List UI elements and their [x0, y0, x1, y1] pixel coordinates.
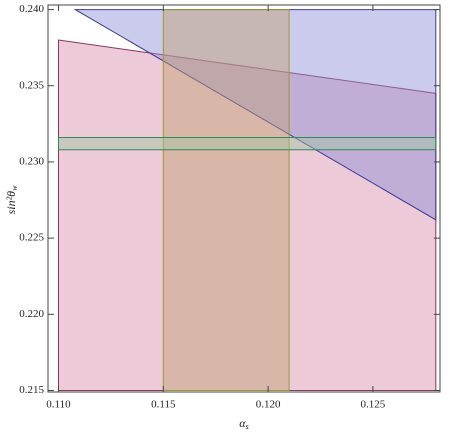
y-label-main: sin²θ: [4, 191, 18, 215]
y-axis-label: sin²θw: [4, 185, 19, 215]
y-tick-label: 0.240: [19, 3, 44, 15]
plot-frame: [47, 4, 441, 393]
y-tick-label: 0.215: [19, 384, 44, 396]
y-tick-label: 0.225: [19, 232, 44, 244]
y-tick-label: 0.235: [19, 79, 44, 91]
region: [162, 9, 290, 391]
y-tick-label: 0.230: [19, 155, 44, 167]
x-tick-label: 0.115: [151, 399, 176, 411]
region: [57, 137, 437, 151]
x-tick-label: 0.125: [361, 399, 386, 411]
x-label-main: α: [239, 416, 246, 430]
y-label-sub: w: [10, 185, 19, 191]
x-label-sub: s: [246, 422, 249, 431]
y-tick-label: 0.220: [19, 308, 44, 320]
x-tick-label: 0.120: [256, 399, 281, 411]
x-tick-label: 0.110: [46, 399, 71, 411]
x-axis-label: αs: [239, 416, 248, 431]
